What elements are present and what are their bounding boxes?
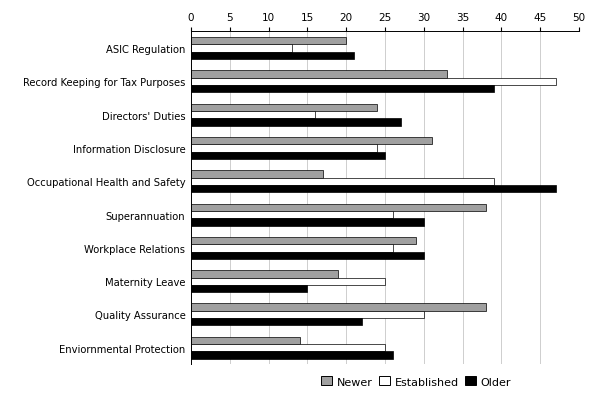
Bar [191, 318, 362, 326]
Bar [191, 86, 494, 93]
Bar [191, 311, 424, 318]
Bar [191, 237, 416, 245]
Bar [191, 252, 424, 259]
Bar [191, 204, 486, 211]
Bar [191, 245, 393, 252]
Bar [191, 285, 307, 292]
Bar [191, 185, 556, 193]
Bar [191, 119, 401, 126]
Bar [191, 337, 300, 344]
Bar [191, 138, 432, 145]
Bar [191, 211, 393, 219]
Bar [191, 71, 447, 79]
Bar [191, 38, 346, 45]
Bar [191, 219, 424, 226]
Bar [191, 344, 385, 352]
Bar [191, 53, 354, 60]
Bar [191, 178, 494, 185]
Bar [191, 145, 377, 152]
Bar [191, 271, 338, 278]
Legend: Newer, Established, Older: Newer, Established, Older [319, 374, 513, 389]
Bar [191, 304, 486, 311]
Bar [191, 45, 292, 53]
Bar [191, 79, 556, 86]
Bar [191, 171, 323, 178]
Bar [191, 104, 377, 112]
Bar [191, 278, 385, 285]
Bar [191, 152, 385, 160]
Bar [191, 112, 315, 119]
Bar [191, 352, 393, 359]
